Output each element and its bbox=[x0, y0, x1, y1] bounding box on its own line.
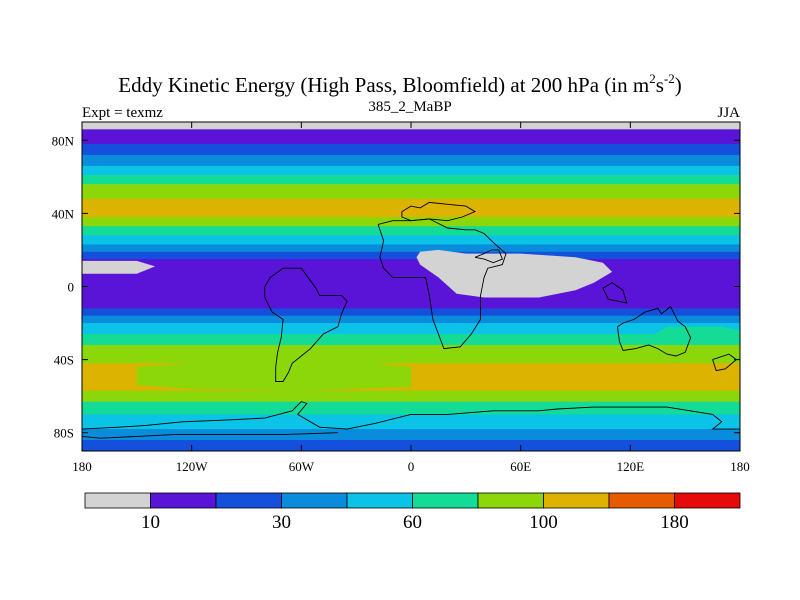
map-plot-area bbox=[82, 122, 740, 451]
x-tick-label: 0 bbox=[408, 459, 415, 474]
chart-title-s-exp: -2 bbox=[664, 71, 675, 86]
y-tick-label: 40N bbox=[52, 206, 75, 221]
colorbar: 10 30 60 100 180 bbox=[84, 492, 741, 533]
chart-title-main: Eddy Kinetic Energy (High Pass, Bloomfie… bbox=[118, 73, 649, 97]
band-2 bbox=[82, 143, 740, 156]
coastlines bbox=[82, 201, 740, 439]
x-tick-label: 180 bbox=[72, 459, 92, 474]
chart-title-m-exp: 2 bbox=[649, 71, 656, 86]
colorbar-swatch-8 bbox=[608, 492, 675, 509]
storm-track-tongue-east bbox=[648, 326, 740, 345]
low-eke-region-west bbox=[82, 260, 156, 274]
colorbar-label: 30 bbox=[272, 512, 291, 533]
band-15 bbox=[82, 315, 740, 324]
coastline-6 bbox=[264, 267, 348, 382]
y-tick-label: 80N bbox=[52, 133, 75, 148]
band-11 bbox=[82, 244, 740, 253]
colorbar-swatch-4 bbox=[346, 492, 413, 509]
x-tick-label: 120W bbox=[176, 459, 209, 474]
anomaly-regions bbox=[82, 249, 740, 391]
colorbar-label: 10 bbox=[141, 512, 160, 533]
band-9 bbox=[82, 226, 740, 236]
band-1 bbox=[82, 129, 740, 145]
band-21 bbox=[82, 401, 740, 415]
band-14 bbox=[82, 308, 740, 317]
zonal-bands bbox=[82, 122, 740, 451]
coastline-5 bbox=[712, 353, 738, 372]
colorbar-swatch-7 bbox=[543, 492, 610, 509]
coastline-8 bbox=[82, 432, 338, 439]
subtitle-left: Expt = texmz bbox=[82, 105, 163, 121]
colorbar-swatch-6 bbox=[477, 492, 544, 509]
colorbar-swatch-0 bbox=[84, 492, 151, 509]
band-16 bbox=[82, 323, 740, 335]
band-3 bbox=[82, 154, 740, 167]
x-tick-label: 60W bbox=[289, 459, 315, 474]
band-12 bbox=[82, 251, 740, 260]
low-eke-region-east bbox=[416, 249, 613, 298]
storm-track-tongue-south bbox=[136, 359, 412, 391]
band-17 bbox=[82, 334, 740, 346]
x-tick-label: 180 bbox=[730, 459, 750, 474]
coastline-3 bbox=[602, 282, 628, 304]
subtitle-right: JJA bbox=[717, 105, 740, 121]
colorbar-label: 180 bbox=[660, 512, 689, 533]
band-7 bbox=[82, 198, 740, 218]
y-tick-label: 0 bbox=[68, 280, 75, 295]
colorbar-swatch-3 bbox=[281, 492, 348, 509]
colorbar-swatch-9 bbox=[674, 492, 741, 509]
band-4 bbox=[82, 165, 740, 176]
band-22 bbox=[82, 414, 740, 430]
x-tick-label: 120E bbox=[617, 459, 645, 474]
colorbar-swatch-2 bbox=[215, 492, 282, 509]
chart-title: Eddy Kinetic Energy (High Pass, Bloomfie… bbox=[118, 71, 682, 97]
colorbar-label: 100 bbox=[529, 512, 558, 533]
band-5 bbox=[82, 175, 740, 185]
band-13 bbox=[82, 259, 740, 309]
axes: 180 120W 60W 0 60E 120E 180 80N 40N 0 40S 80S bbox=[52, 122, 750, 474]
x-tick-label: 60E bbox=[510, 459, 531, 474]
band-10 bbox=[82, 235, 740, 245]
colorbar-label: 60 bbox=[403, 512, 422, 533]
colorbar-swatch-5 bbox=[412, 492, 479, 509]
subtitle-center: 385_2_MaBP bbox=[368, 99, 451, 115]
chart-title-close: ) bbox=[675, 73, 682, 97]
coastline-2 bbox=[474, 249, 503, 264]
coastline-1 bbox=[377, 218, 507, 350]
chart-title-s: s bbox=[656, 73, 664, 97]
y-tick-label: 80S bbox=[54, 426, 74, 441]
coastline-7 bbox=[82, 401, 740, 430]
band-20 bbox=[82, 390, 740, 403]
band-8 bbox=[82, 217, 740, 227]
band-6 bbox=[82, 184, 740, 200]
colorbar-swatch-1 bbox=[150, 492, 217, 509]
band-18 bbox=[82, 344, 740, 364]
coastline-4 bbox=[617, 305, 692, 357]
y-tick-label: 40S bbox=[54, 353, 74, 368]
band-23 bbox=[82, 429, 740, 441]
